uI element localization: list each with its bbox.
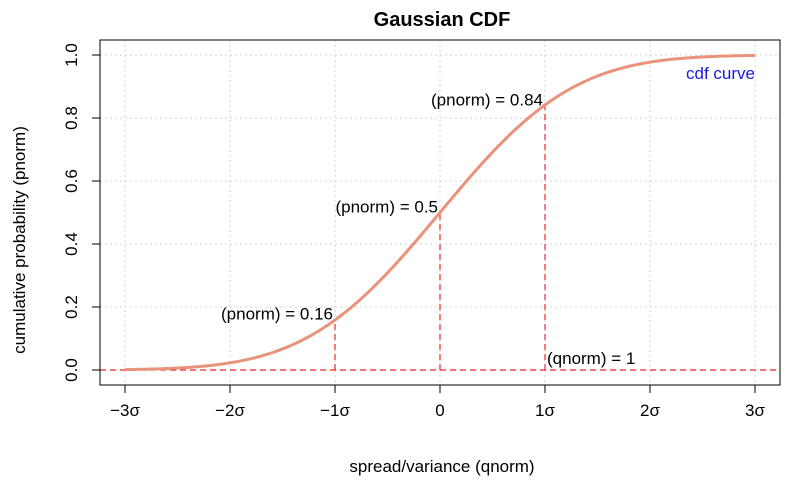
annotation-label: (pnorm) = 0.16 [221,305,333,324]
annotation-label: (pnorm) = 0.84 [431,90,543,109]
legend-label-cdf-curve: cdf curve [686,64,755,83]
axes: −3σ −2σ −1σ 0 1σ 2σ 3σ 0.0 0.2 0.4 0.6 0.8 1.0 [62,43,765,420]
x-tick-label: 0 [435,401,444,420]
y-tick-label: 0.0 [62,358,81,382]
chart-title: Gaussian CDF [374,9,511,31]
x-tick-label: −2σ [215,401,245,420]
y-tick-label: 0.8 [62,106,81,130]
x-tick-label: 2σ [640,401,660,420]
y-tick-label: 0.2 [62,295,81,319]
x-tick-label: 3σ [745,401,765,420]
y-tick-label: 0.4 [62,232,81,256]
annotation-label: (pnorm) = 0.5 [335,198,438,217]
y-axis-title: cumulative probability (pnorm) [10,126,29,354]
y-tick-label: 0.6 [62,169,81,193]
annotations: (pnorm) = 0.16 (pnorm) = 0.5 (pnorm) = 0.8… [221,90,635,368]
series-line-cdf-curve [124,53,756,372]
x-tick-label: 1σ [535,401,555,420]
reference-lines [100,104,780,371]
series-layer [124,53,756,372]
x-axis-title: spread/variance (qnorm) [349,457,534,476]
y-tick-label: 1.0 [62,43,81,67]
annotation-label: (qnorm) = 1 [547,349,635,368]
x-tick-label: −3σ [110,401,140,420]
x-tick-label: −1σ [320,401,350,420]
